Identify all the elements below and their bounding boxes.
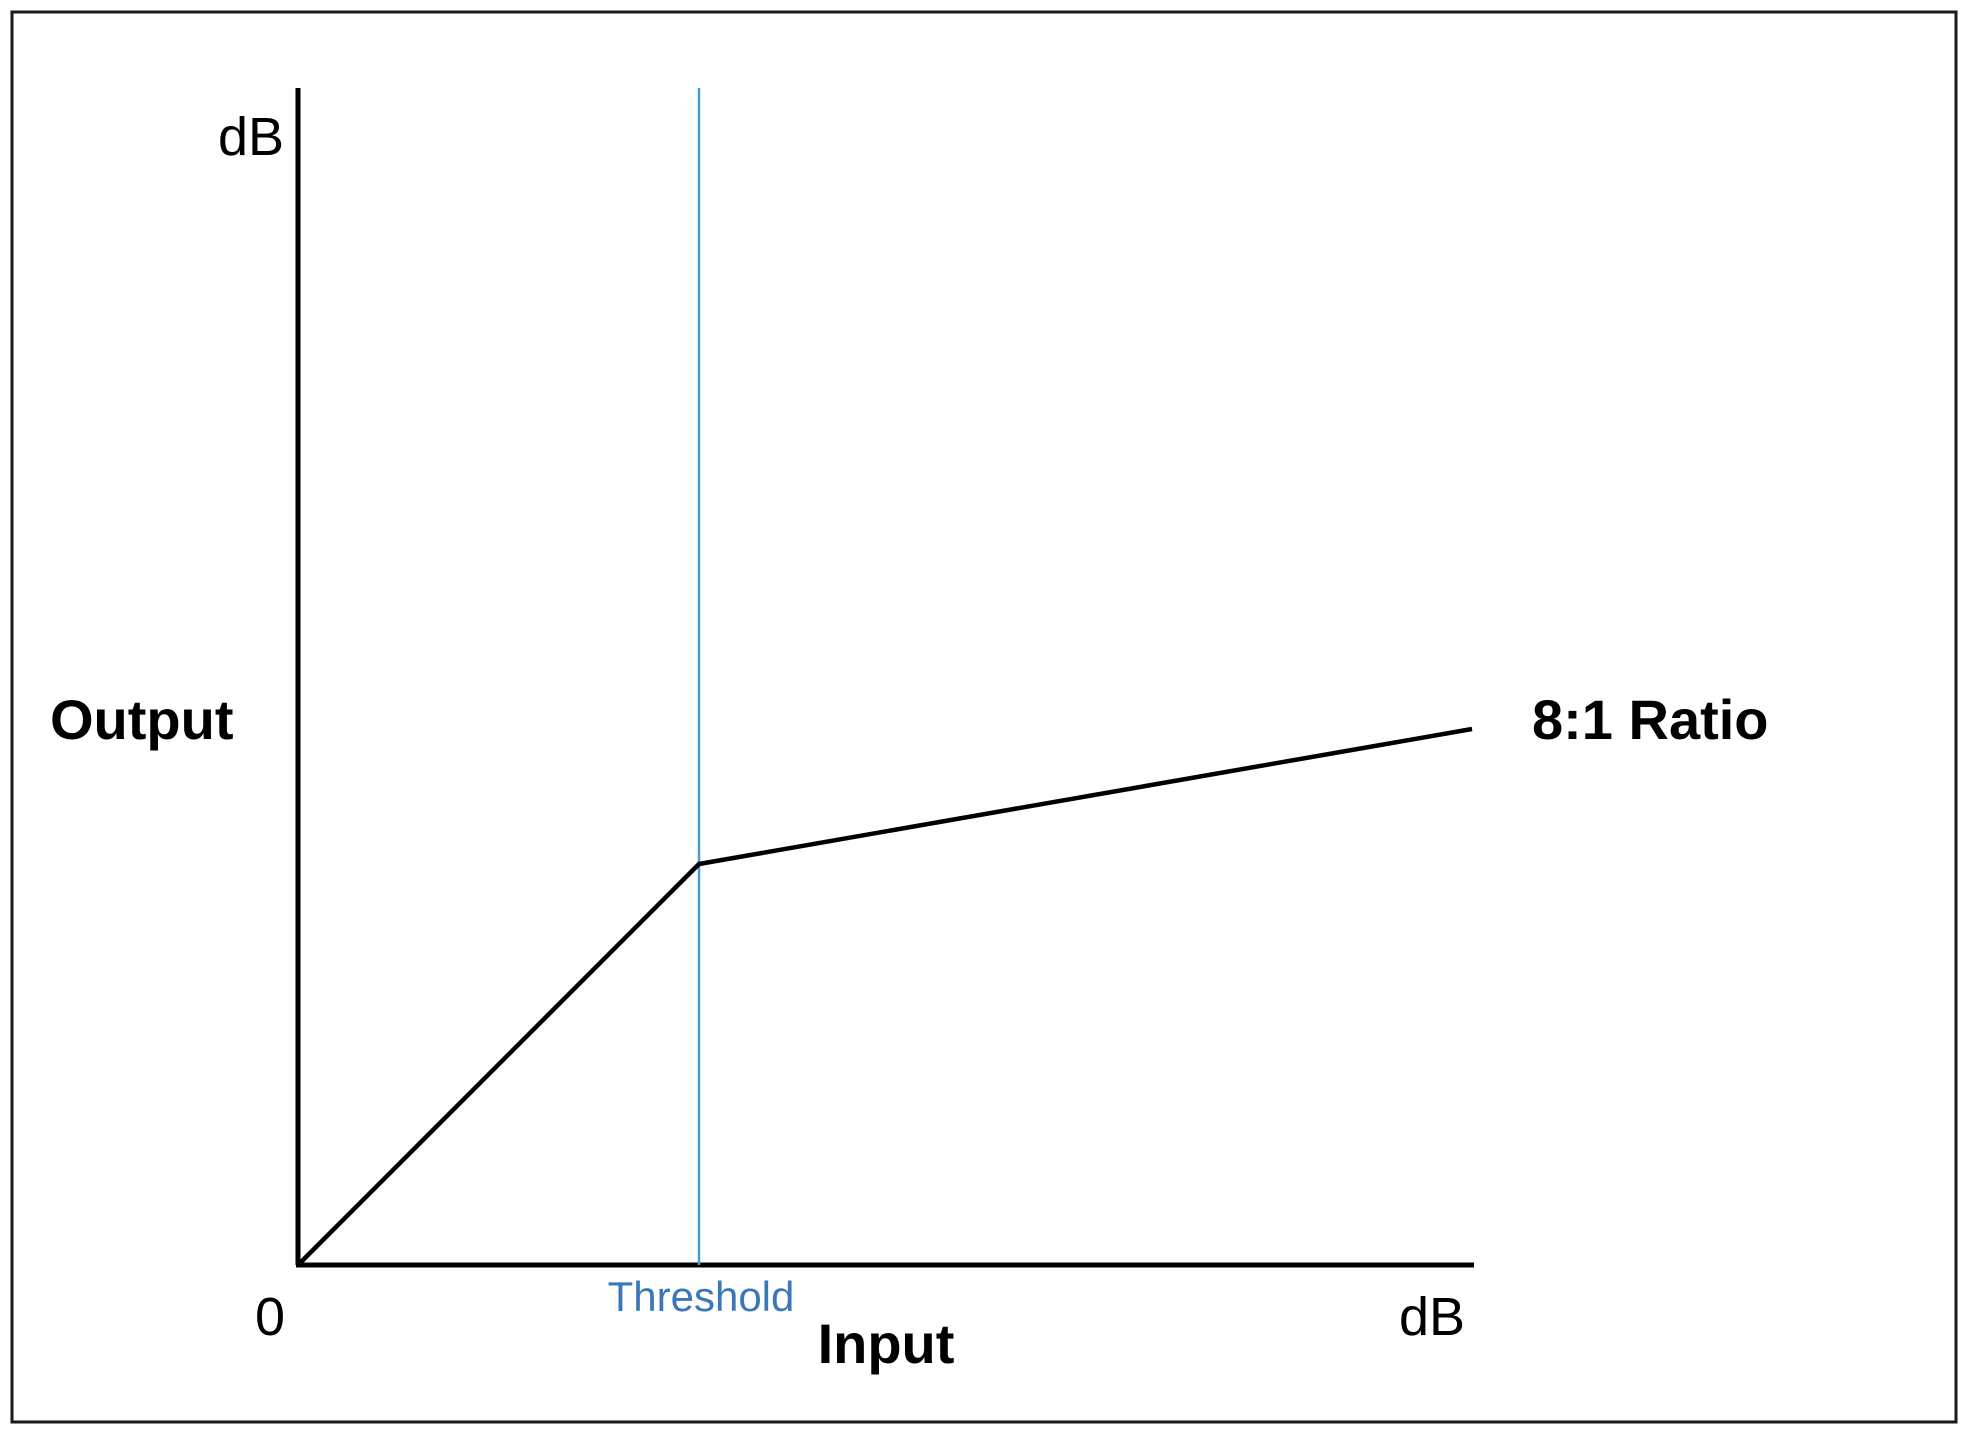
y-axis-title: Output — [50, 688, 233, 751]
diagram-frame — [10, 10, 1958, 1424]
threshold-label: Threshold — [608, 1273, 795, 1320]
ratio-label: 8:1 Ratio — [1532, 688, 1769, 751]
transfer-curve — [296, 726, 1473, 1267]
y-axis-unit-label: dB — [218, 107, 284, 167]
x-axis-title: Input — [818, 1312, 955, 1375]
origin-label: 0 — [255, 1287, 285, 1347]
x-axis-unit-label: dB — [1399, 1287, 1465, 1347]
